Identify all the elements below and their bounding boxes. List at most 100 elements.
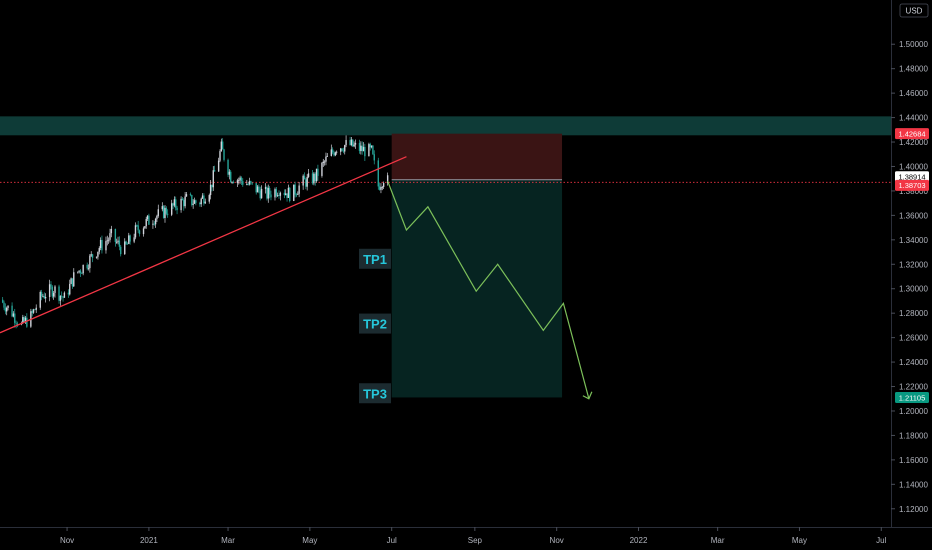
candle-body — [326, 155, 328, 157]
support-trendline[interactable] — [0, 156, 407, 334]
candle-body — [184, 196, 186, 207]
price-tick-label: 1.12000 — [899, 505, 928, 514]
candle-body — [77, 271, 79, 273]
candle-body — [54, 286, 56, 293]
candle-body — [373, 154, 375, 161]
position-target-zone[interactable] — [391, 179, 563, 398]
candle-body — [330, 149, 333, 156]
price-tick-label: 1.44000 — [899, 114, 928, 123]
candles-layer — [1, 135, 389, 329]
candle-body — [133, 237, 135, 242]
candle-body — [230, 171, 232, 183]
candle-body — [195, 200, 197, 203]
candle-body — [118, 240, 121, 247]
candle-body — [124, 241, 126, 255]
candle-body — [248, 181, 251, 185]
price-tag-box — [895, 179, 929, 191]
candle-body — [152, 223, 154, 225]
take-profit-badge[interactable] — [359, 383, 391, 404]
take-profit-label: TP3 — [363, 386, 387, 401]
candle-body — [22, 317, 24, 323]
tp-layer: TP1 TP2 TP3 — [359, 248, 391, 404]
candle-body — [73, 272, 75, 287]
candle-body — [161, 206, 164, 210]
candle-body — [279, 192, 282, 196]
candle-body — [7, 305, 9, 308]
candle-body — [358, 142, 361, 151]
candle-body — [278, 195, 280, 196]
candle-body — [52, 292, 55, 297]
candle-body — [349, 140, 351, 145]
price-axis[interactable]: 1.12000 1.14000 1.16000 1.18000 1.20000 1.220… — [891, 0, 928, 527]
candle-body — [274, 189, 276, 198]
projection-path[interactable] — [387, 180, 590, 399]
time-axis[interactable]: Nov 2021 Mar May Jul Sep Nov 2022 Mar May Jul — [0, 527, 932, 545]
candle-body — [260, 188, 263, 199]
candle-body — [172, 203, 174, 206]
candle-body — [138, 230, 141, 235]
projection-arrowhead — [582, 391, 593, 400]
candle-body — [59, 295, 62, 301]
candle-body — [360, 145, 362, 151]
candle-body — [44, 296, 47, 299]
candle-body — [87, 268, 90, 269]
candle-body — [157, 209, 159, 216]
candle-body — [251, 182, 253, 184]
currency-badge-box — [899, 3, 929, 18]
candle-body — [125, 241, 127, 244]
time-tick-label: Nov — [550, 536, 564, 545]
candle-body — [70, 278, 72, 284]
candle-body — [6, 307, 8, 312]
candle-body — [302, 175, 304, 186]
candle-body — [34, 309, 36, 311]
candle-body — [223, 149, 225, 160]
time-tick-label: 2021 — [140, 536, 158, 545]
lines-layer — [0, 156, 593, 400]
time-tick-label: Nov — [60, 536, 74, 545]
candle-body — [4, 307, 7, 312]
candle-body — [204, 201, 206, 204]
candle-body — [91, 254, 94, 258]
candle-body — [105, 241, 107, 251]
candle-body — [275, 189, 278, 196]
candle-body — [165, 207, 168, 214]
currency-badge[interactable]: USD — [899, 3, 929, 18]
candle-body — [342, 150, 345, 152]
price-tick-label: 1.26000 — [899, 334, 928, 343]
candle-body — [341, 148, 343, 151]
candle-body — [129, 235, 131, 242]
candle-body — [106, 240, 109, 242]
candle-body — [289, 187, 291, 201]
candle-body — [50, 284, 52, 287]
price-tag-box — [895, 391, 929, 403]
candle-body — [148, 215, 150, 225]
candle-body — [81, 273, 83, 274]
candle-body — [340, 148, 342, 152]
time-tick-label: Jul — [876, 536, 886, 545]
take-profit-badge[interactable] — [359, 313, 391, 334]
resistance-zone[interactable] — [0, 116, 891, 136]
candle-body — [109, 233, 111, 240]
candle-body — [175, 199, 177, 208]
candle-body — [350, 139, 353, 145]
candle-body — [219, 151, 221, 161]
price-tick-label: 1.46000 — [899, 89, 928, 98]
candle-body — [258, 186, 260, 191]
price-tag-label: 1.21105 — [899, 393, 926, 402]
candle-body — [285, 193, 287, 196]
candle-body — [354, 142, 357, 145]
candle-body — [51, 286, 54, 297]
candle-body — [368, 144, 370, 157]
candle-body — [266, 187, 268, 199]
price-tick-label: 1.32000 — [899, 260, 928, 269]
take-profit-badge[interactable] — [359, 248, 391, 269]
candle-body — [62, 296, 64, 298]
candle-body — [181, 198, 184, 201]
position-stop-zone[interactable] — [391, 133, 563, 180]
candle-body — [185, 194, 188, 197]
candle-body — [246, 184, 248, 185]
candle-body — [24, 317, 27, 323]
candle-body — [142, 228, 145, 235]
